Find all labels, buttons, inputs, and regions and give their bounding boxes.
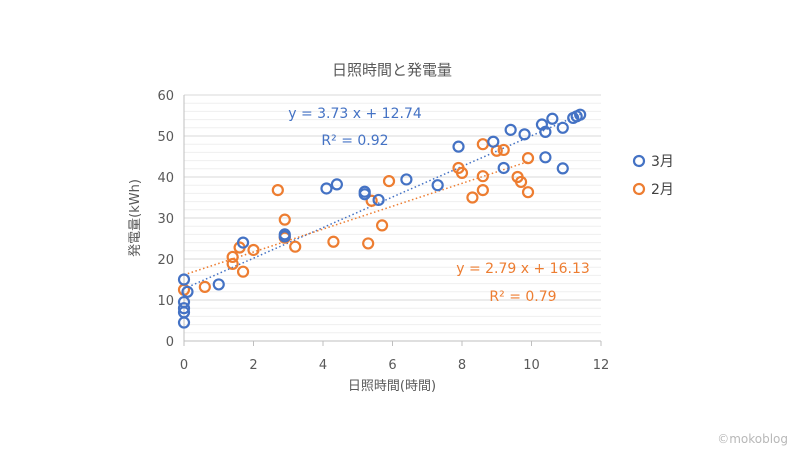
axes: 0 10 20 30 40 50 60 0 2 4 6 8 10 12 [157,89,609,373]
data-point [521,186,535,199]
trendline-r-squared: R² = 0.92 [321,133,388,149]
data-point [362,237,375,250]
x-tick-label: 2 [249,358,257,373]
y-tick-label: 0 [166,335,174,350]
data-point [278,230,291,243]
legend-marker [632,154,646,168]
data-point [212,278,225,291]
watermark: ©mokoblog [717,432,788,446]
data-point [278,213,291,226]
data-point [226,250,239,264]
data-point [476,138,489,151]
data-point [358,188,371,201]
data-point [476,170,489,183]
data-point [452,140,465,153]
y-axis-label: 発電量(kWh) [128,179,143,257]
data-point [382,175,396,188]
y-tick-label: 60 [157,89,174,104]
trendline-equation: y = 3.73 x + 12.74 [288,106,422,122]
data-point [289,240,302,253]
data-point [400,173,413,186]
data-point [177,316,191,329]
y-tick-label: 30 [157,212,174,227]
trendline-r-squared: R² = 0.79 [489,289,556,305]
trendline-2月 [183,160,529,276]
data-point [487,135,500,148]
gridlines [184,94,601,334]
data-point [177,302,191,315]
data-point [466,191,479,204]
x-tick-label: 10 [523,358,540,373]
data-point [504,123,517,136]
data-point [327,235,340,248]
data-point [177,273,191,286]
legend-label: 3月 [651,154,674,170]
y-tick-label: 20 [157,253,174,268]
data-point [320,182,333,195]
y-tick-label: 10 [157,294,174,309]
data-point [177,306,191,319]
data-point [514,175,528,189]
data-point [556,121,569,134]
data-point [431,179,444,192]
data-point [365,194,378,207]
data-point [497,161,510,175]
data-point [236,265,250,278]
data-point [372,193,385,207]
data-point [247,243,260,257]
data-point [497,143,510,157]
legend-marker [632,182,646,196]
data-point [236,236,250,249]
trendline-equation: y = 2.79 x + 16.13 [456,261,590,277]
data-point [375,219,389,232]
x-tick-label: 12 [593,358,610,373]
data-point [198,280,211,293]
x-tick-label: 0 [180,358,188,373]
chart-title: 日照時間と発電量 [332,61,452,79]
data-point [181,285,194,298]
data-point [226,257,239,271]
data-point [455,166,469,179]
y-tick-label: 40 [157,171,174,186]
data-point [271,184,284,197]
data-point [546,112,559,125]
trendline-3月 [183,113,581,290]
data-points [177,108,587,329]
data-point [556,162,569,175]
x-tick-label: 4 [319,358,327,373]
y-tick-label: 50 [157,130,174,145]
legend-label: 2月 [651,182,674,198]
x-tick-label: 8 [458,358,466,373]
data-point [521,152,535,165]
trendlines [183,113,581,290]
data-point [574,108,587,121]
data-point [330,178,343,191]
x-tick-label: 6 [388,358,396,373]
trendline-annotations: y = 3.73 x + 12.74 R² = 0.92 y = 2.79 x + … [288,106,590,305]
data-point [476,184,489,197]
x-axis-label: 日照時間(時間) [348,379,436,394]
data-point [539,125,552,138]
data-point [518,128,531,141]
legend: 3月 2月 [632,154,674,198]
data-point [539,151,552,164]
